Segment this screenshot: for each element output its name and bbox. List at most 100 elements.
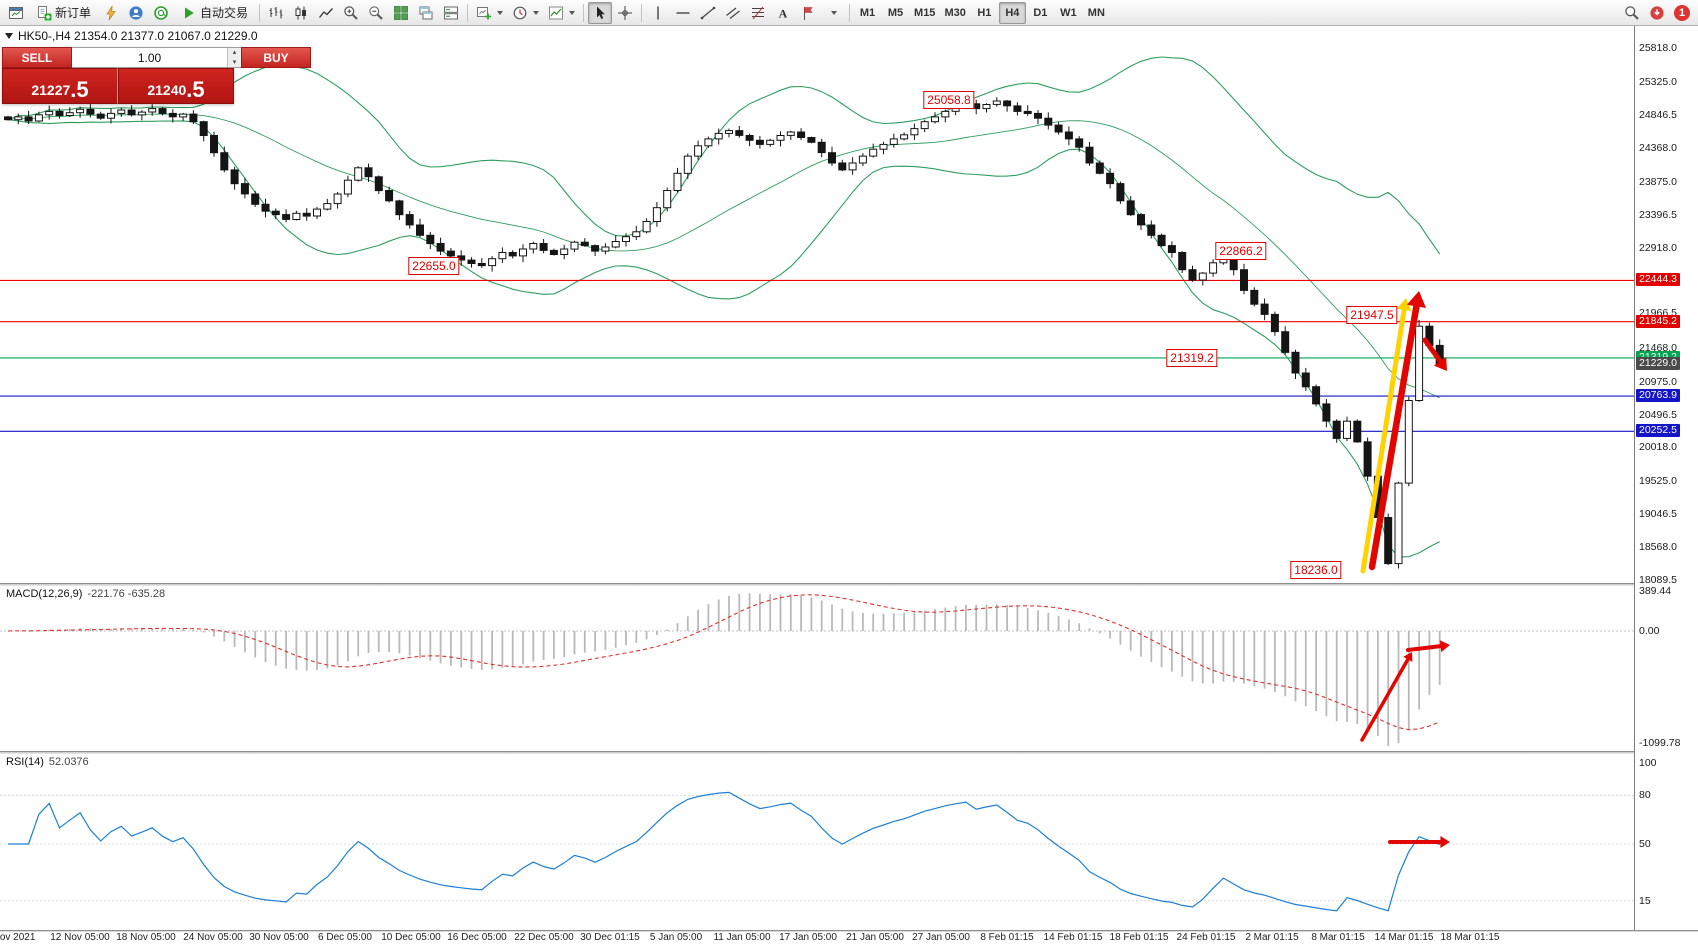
time-axis-label: 22 Dec 05:00 <box>514 932 574 943</box>
candle <box>508 250 517 259</box>
buy-button[interactable]: BUY <box>241 47 311 68</box>
rsi-trend-arrows[interactable] <box>1388 836 1450 848</box>
macd-trend-arrows[interactable] <box>1360 640 1450 742</box>
price-axis-badge: 21229.0 <box>1636 357 1680 370</box>
updates-button[interactable] <box>1645 2 1669 24</box>
bollinger-bands <box>7 56 1441 558</box>
vertical-line-tool-button[interactable] <box>646 2 670 24</box>
candle <box>941 109 950 123</box>
candle <box>1312 384 1321 407</box>
panel-separator[interactable] <box>0 751 1698 754</box>
time-axis-label: 5 Jan 05:00 <box>649 932 703 943</box>
one-click-trading-widget: SELL ▴ ▾ BUY 21227.5 21240.5 <box>2 47 311 104</box>
candle <box>1106 168 1115 189</box>
community-button[interactable] <box>149 2 173 24</box>
candle <box>1229 249 1238 276</box>
zoom-out-button[interactable] <box>364 2 388 24</box>
timeframe-w1-button[interactable]: W1 <box>1060 6 1077 19</box>
candle <box>148 104 157 116</box>
charts-window-button[interactable] <box>4 2 28 24</box>
bar-chart-type-button[interactable] <box>264 2 288 24</box>
time-axis-label: 24 Nov 05:00 <box>183 932 243 943</box>
zoom-in-button[interactable] <box>339 2 363 24</box>
cursor-tool-button[interactable] <box>588 1 613 24</box>
period-button[interactable] <box>508 2 543 24</box>
candle <box>14 113 23 125</box>
candle <box>436 237 445 255</box>
candle <box>426 231 435 250</box>
price-axis-label: 23875.0 <box>1639 176 1677 188</box>
timeframe-h4-button[interactable]: H4 <box>998 1 1026 24</box>
sell-price-button[interactable]: 21227.5 <box>2 68 118 104</box>
shapes-dropdown-button[interactable] <box>821 2 845 24</box>
buy-price-fraction: .5 <box>186 77 205 102</box>
sell-button[interactable]: SELL <box>2 47 72 68</box>
candle <box>632 225 641 240</box>
trendline-tool-button[interactable] <box>696 2 720 24</box>
label-tool-button[interactable] <box>796 2 820 24</box>
time-axis-label: 21 Jan 05:00 <box>846 932 904 943</box>
price-axis[interactable]: 25818.0 25325.0 24846.5 24368.0 23875.0 23396… <box>1634 26 1698 930</box>
macd-panel-canvas[interactable] <box>0 586 1634 751</box>
quick-trade-button[interactable] <box>99 2 123 24</box>
candle <box>199 120 208 142</box>
profile-button[interactable] <box>124 2 148 24</box>
timeframe-m5-button[interactable]: M5 <box>887 6 904 19</box>
candle <box>261 198 270 218</box>
rsi-line <box>8 791 1440 912</box>
candle <box>1034 110 1042 125</box>
search-button[interactable] <box>1620 2 1644 24</box>
price-axis-badge: 20763.9 <box>1636 389 1680 402</box>
autotrade-label: 自动交易 <box>200 6 249 20</box>
timeframe-h1-button[interactable]: H1 <box>977 6 992 19</box>
autotrade-button[interactable]: 自动交易 <box>174 2 255 24</box>
chart-workspace: 25058.8 22866.2 22655.0 21947.5 21319.2 18236… <box>0 26 1698 944</box>
tile-windows-icon <box>394 5 408 20</box>
time-axis-label: 14 Feb 01:15 <box>1043 932 1103 943</box>
trend-arrows[interactable] <box>1360 291 1447 574</box>
volume-decrease-button[interactable]: ▾ <box>228 57 241 67</box>
time-axis-label: 30 Nov 05:00 <box>249 932 309 943</box>
time-axis-label: 17 Jan 05:00 <box>779 932 837 943</box>
new-chart-button[interactable] <box>472 2 507 24</box>
candle <box>1095 160 1104 175</box>
volume-input[interactable] <box>72 48 227 67</box>
candle <box>446 248 455 259</box>
time-axis-label: 10 Dec 05:00 <box>381 932 441 943</box>
cascade-windows-button[interactable] <box>414 2 438 24</box>
time-axis-label: 18 Mar 01:15 <box>1440 932 1500 943</box>
price-chart-canvas[interactable] <box>0 26 1634 583</box>
timeframe-mn-button[interactable]: MN <box>1087 6 1105 19</box>
notification-badge[interactable]: 1 <box>1674 4 1690 21</box>
timeframe-m30-button[interactable]: M30 <box>944 6 966 19</box>
volume-increase-button[interactable]: ▴ <box>228 48 241 58</box>
buy-price-button[interactable]: 21240.5 <box>118 68 234 104</box>
rsi-level-lines <box>0 794 1634 902</box>
text-tool-button[interactable]: A <box>771 2 795 24</box>
channel-tool-button[interactable] <box>721 2 745 24</box>
candle <box>1054 122 1063 135</box>
indicators-button[interactable] <box>544 2 579 24</box>
candle <box>1198 272 1207 286</box>
new-order-button[interactable]: 新订单 <box>29 2 98 24</box>
horizontal-line-tool-button[interactable] <box>671 2 695 24</box>
tile-windows-button[interactable] <box>389 2 413 24</box>
one-click-collapse-icon[interactable] <box>5 33 13 39</box>
timeframe-d1-button[interactable]: D1 <box>1033 6 1048 19</box>
panel-separator[interactable] <box>0 583 1698 586</box>
candle <box>4 115 12 121</box>
fibonacci-tool-button[interactable] <box>746 2 770 24</box>
timeframe-m1-button[interactable]: M1 <box>859 6 876 19</box>
candle <box>1291 349 1300 379</box>
rsi-panel-canvas[interactable] <box>0 754 1634 930</box>
timeframe-m15-button[interactable]: M15 <box>914 6 936 19</box>
arrange-windows-button[interactable] <box>439 2 463 24</box>
candle <box>1178 251 1187 274</box>
time-axis[interactable]: Nov 2021 12 Nov 05:00 18 Nov 05:00 24 Nov 0… <box>0 932 1698 944</box>
candle <box>931 112 939 124</box>
crosshair-tool-button[interactable] <box>613 2 637 24</box>
candle-chart-type-button[interactable] <box>289 2 313 24</box>
line-chart-type-button[interactable] <box>314 2 338 24</box>
chevron-down-icon <box>533 10 540 15</box>
price-axis-badge: 20252.5 <box>1636 424 1680 437</box>
